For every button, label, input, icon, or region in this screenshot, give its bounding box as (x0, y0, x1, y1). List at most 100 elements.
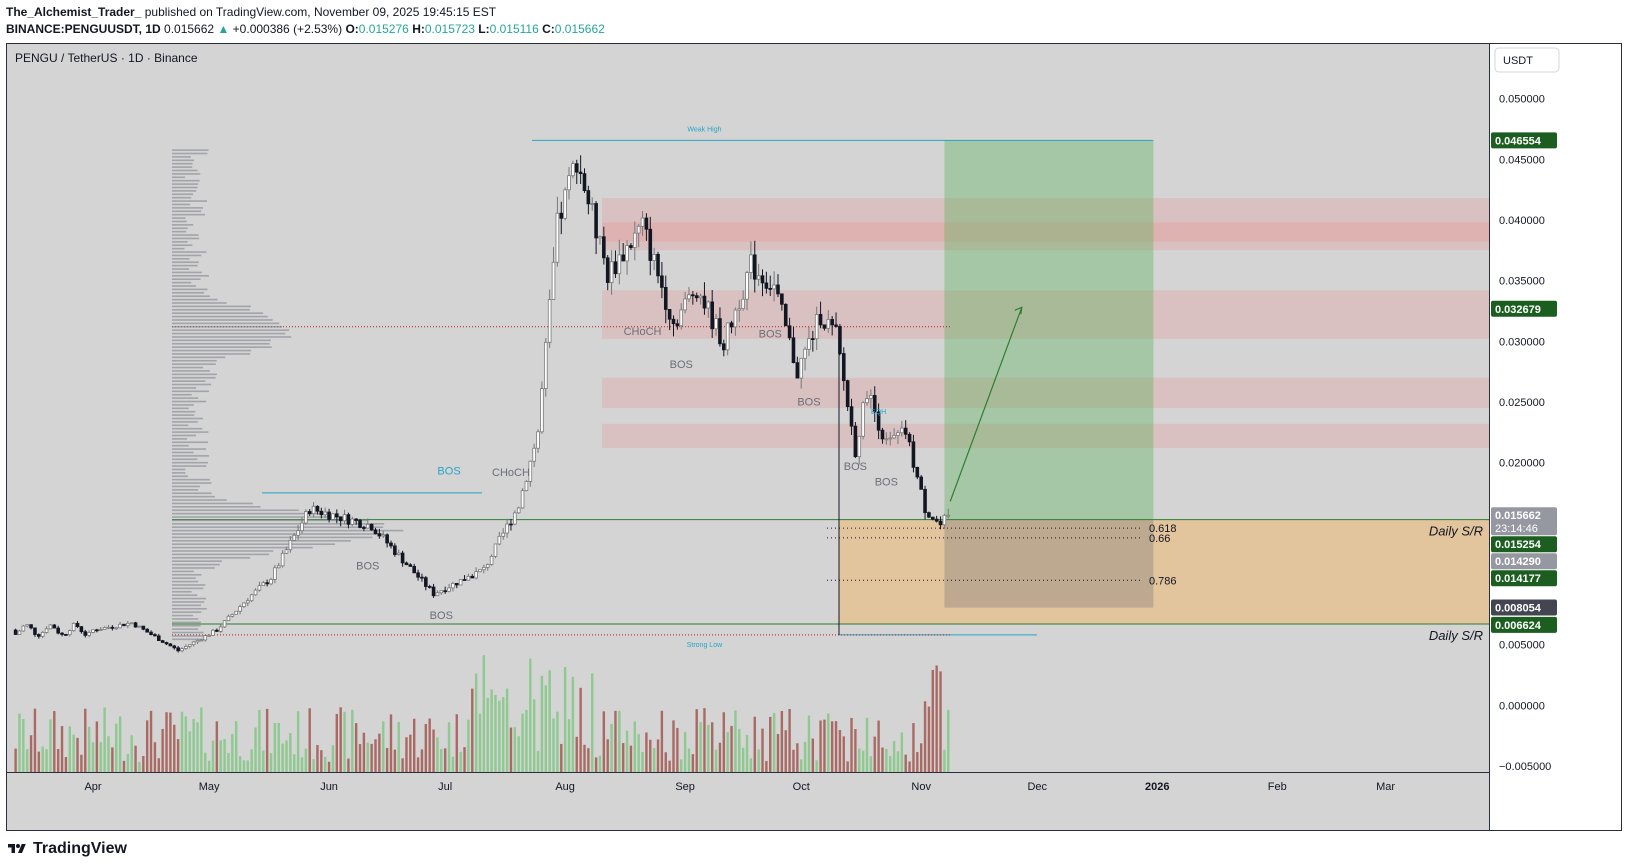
candle[interactable] (548, 299, 551, 342)
candle[interactable] (641, 218, 644, 226)
candle[interactable] (351, 519, 354, 524)
candle[interactable] (231, 614, 234, 616)
candle[interactable] (908, 434, 911, 442)
candle[interactable] (691, 295, 694, 296)
candle[interactable] (792, 338, 795, 363)
candle[interactable] (134, 623, 137, 627)
candle[interactable] (347, 515, 350, 525)
candle[interactable] (881, 430, 884, 439)
candle[interactable] (823, 325, 826, 328)
candle[interactable] (726, 323, 729, 350)
candle[interactable] (742, 299, 745, 308)
candle[interactable] (432, 587, 435, 596)
candle[interactable] (676, 324, 679, 326)
candle[interactable] (564, 190, 567, 218)
candle[interactable] (471, 576, 474, 578)
candle[interactable] (858, 436, 861, 456)
candle[interactable] (835, 325, 838, 327)
candle[interactable] (165, 642, 168, 643)
candle[interactable] (374, 530, 377, 534)
candle[interactable] (366, 524, 369, 528)
candle[interactable] (76, 623, 79, 626)
candle[interactable] (599, 237, 602, 238)
candle[interactable] (293, 535, 296, 540)
candle[interactable] (123, 624, 126, 625)
candle[interactable] (819, 314, 822, 324)
candle[interactable] (61, 633, 64, 634)
candle[interactable] (80, 627, 83, 632)
candle[interactable] (660, 276, 663, 288)
candle[interactable] (753, 255, 756, 279)
candle[interactable] (49, 625, 52, 629)
candle[interactable] (610, 262, 613, 283)
candle[interactable] (301, 523, 304, 531)
candle[interactable] (928, 513, 931, 518)
candle[interactable] (401, 553, 404, 563)
candle[interactable] (796, 363, 799, 378)
candle[interactable] (196, 640, 199, 642)
candle[interactable] (386, 535, 389, 543)
candle[interactable] (672, 319, 675, 323)
candle[interactable] (335, 514, 338, 517)
candle[interactable] (591, 203, 594, 204)
candle[interactable] (45, 629, 48, 633)
candle[interactable] (533, 448, 536, 461)
candle[interactable] (688, 295, 691, 299)
candle[interactable] (254, 590, 257, 595)
candle[interactable] (703, 296, 706, 308)
candle[interactable] (397, 553, 400, 554)
candle[interactable] (103, 627, 106, 629)
candle[interactable] (72, 623, 75, 630)
candle[interactable] (409, 565, 412, 567)
candle[interactable] (842, 354, 845, 381)
candle[interactable] (815, 314, 818, 338)
candle[interactable] (947, 515, 950, 516)
candle[interactable] (780, 294, 783, 304)
candle[interactable] (885, 439, 888, 440)
candle[interactable] (22, 626, 25, 631)
candle[interactable] (568, 176, 571, 190)
candle[interactable] (889, 438, 892, 439)
candle[interactable] (939, 521, 942, 525)
candle[interactable] (30, 625, 33, 628)
candle[interactable] (707, 302, 710, 308)
candle[interactable] (715, 319, 718, 329)
candle[interactable] (769, 288, 772, 289)
candle[interactable] (41, 632, 44, 636)
candle[interactable] (502, 533, 505, 536)
candle[interactable] (428, 586, 431, 587)
candle[interactable] (154, 635, 157, 636)
candle[interactable] (320, 511, 323, 514)
candle[interactable] (14, 630, 17, 634)
candle[interactable] (839, 327, 842, 354)
candle[interactable] (126, 623, 129, 625)
candle[interactable] (417, 573, 420, 577)
candle[interactable] (931, 517, 934, 519)
candle[interactable] (355, 519, 358, 520)
candle[interactable] (119, 624, 122, 628)
candle[interactable] (614, 262, 617, 274)
candle[interactable] (215, 630, 218, 631)
price-chart[interactable]: 0.6180.660.786Weak HighStrong LowCHoCHCH… (7, 44, 1621, 830)
candle[interactable] (866, 399, 869, 403)
candle[interactable] (448, 588, 451, 591)
candle[interactable] (788, 326, 791, 338)
candle[interactable] (695, 296, 698, 298)
candle[interactable] (92, 630, 95, 633)
candle[interactable] (200, 640, 203, 641)
candle[interactable] (773, 285, 776, 289)
candle[interactable] (912, 442, 915, 467)
candle[interactable] (746, 273, 749, 300)
candle[interactable] (459, 579, 462, 584)
candle[interactable] (719, 319, 722, 344)
candle[interactable] (831, 319, 834, 324)
candle[interactable] (943, 515, 946, 524)
candle[interactable] (413, 566, 416, 572)
candle[interactable] (804, 349, 807, 358)
candle[interactable] (281, 553, 284, 566)
candle[interactable] (405, 563, 408, 565)
candle[interactable] (579, 172, 582, 174)
candle[interactable] (285, 550, 288, 554)
candle[interactable] (316, 506, 319, 511)
candle[interactable] (53, 625, 56, 628)
